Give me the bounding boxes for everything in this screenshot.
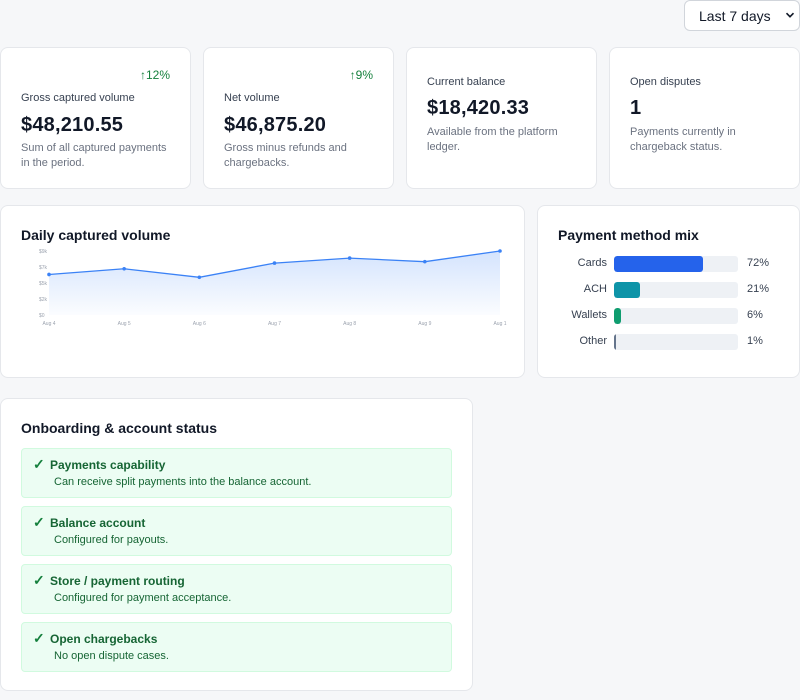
daily-volume-title: Daily captured volume [21, 227, 171, 243]
kpi-card-current-balance: Current balance $18,420.33 Available fro… [406, 47, 597, 189]
x-tick-label: Aug 6 [193, 321, 206, 327]
y-tick-label: $2k [39, 297, 48, 303]
kpi-value: 1 [630, 97, 642, 119]
kpi-value: $46,875.20 [224, 114, 327, 136]
kpi-description: Available from the platform ledger. [427, 126, 558, 153]
kpi-label: Net volume [224, 92, 280, 104]
chevron-down-icon [785, 12, 795, 18]
mix-percent: 72% [747, 257, 770, 269]
payment-mix-card: Payment method mix Cards 72% ACH 21% Wal… [537, 205, 800, 378]
kpi-card-gross-volume: ↑12% Gross captured volume $48,210.55 Su… [0, 47, 191, 189]
x-tick-label: Aug 7 [268, 321, 281, 327]
mix-bar-track [614, 334, 738, 350]
status-title: Open chargebacks [50, 632, 158, 646]
status-description: Can receive split payments into the bala… [54, 476, 312, 488]
kpi-value: $18,420.33 [427, 97, 530, 119]
kpi-description: Sum of all captured payments in the peri… [21, 142, 167, 169]
area-fill [49, 251, 500, 315]
payment-mix-title: Payment method mix [558, 227, 699, 243]
status-title: Payments capability [50, 458, 166, 472]
mix-percent: 6% [747, 309, 763, 321]
mix-label: ACH [583, 283, 607, 295]
status-title: Store / payment routing [50, 574, 185, 588]
kpi-trend: ↑9% [349, 68, 373, 82]
mix-label: Other [579, 335, 607, 347]
data-point [47, 272, 51, 277]
mix-bar-fill [614, 256, 704, 272]
mix-bar-fill [614, 282, 641, 298]
mix-bar-fill [614, 308, 622, 324]
kpi-card-open-disputes: Open disputes 1 Payments currently in ch… [609, 47, 800, 189]
status-description: No open dispute cases. [54, 650, 169, 662]
status-title: Balance account [50, 516, 146, 530]
x-tick-label: Aug 5 [118, 321, 131, 327]
daily-volume-card: Daily captured volume $0 $2k $5k $7k $9k Aug … [0, 205, 525, 378]
onboarding-title: Onboarding & account status [21, 420, 218, 436]
data-point [122, 266, 126, 271]
mix-row-ach: ACH 21% [558, 282, 779, 298]
data-point [272, 261, 277, 265]
kpi-card-net-volume: ↑9% Net volume $46,875.20 Gross minus re… [203, 47, 394, 189]
mix-bar-track [614, 308, 738, 324]
kpi-label: Open disputes [630, 76, 701, 88]
kpi-label: Current balance [427, 76, 506, 88]
kpi-value: $48,210.55 [21, 114, 124, 136]
x-tick-label: Aug 1 [493, 321, 506, 327]
mix-bar-fill [614, 334, 616, 350]
kpi-description: Gross minus refunds and chargebacks. [224, 142, 347, 169]
mix-label: Wallets [571, 309, 607, 321]
status-item-store-routing: ✓ Store / payment routing Configured for… [21, 564, 452, 614]
x-tick-label: Aug 8 [343, 321, 356, 327]
x-tick-label: Aug 4 [42, 321, 55, 327]
data-point [347, 256, 352, 260]
mix-bar-track [614, 256, 738, 272]
mix-bar-track [614, 282, 738, 298]
mix-row-wallets: Wallets 6% [558, 308, 779, 324]
mix-percent: 1% [747, 335, 763, 347]
y-tick-label: $5k [39, 281, 48, 287]
mix-label: Cards [577, 257, 607, 269]
y-tick-label: $7k [39, 265, 48, 271]
check-icon: ✓ [33, 514, 45, 530]
status-description: Configured for payouts. [54, 534, 169, 546]
status-item-open-chargebacks: ✓ Open chargebacks No open dispute cases… [21, 622, 452, 672]
status-item-payments-capability: ✓ Payments capability Can receive split … [21, 448, 452, 498]
mix-row-other: Other 1% [558, 334, 779, 350]
check-icon: ✓ [33, 630, 45, 646]
check-icon: ✓ [33, 572, 45, 588]
mix-percent: 21% [747, 283, 770, 295]
date-range-value: Last 7 days [699, 7, 771, 24]
status-item-balance-account: ✓ Balance account Configured for payouts… [21, 506, 452, 556]
daily-volume-chart: $0 $2k $5k $7k $9k Aug 4 Aug 5 Aug 6 Aug 7 Aug 8 A… [39, 249, 507, 327]
kpi-trend: ↑12% [139, 68, 170, 82]
data-point [498, 249, 502, 253]
mix-row-cards: Cards 72% [558, 256, 779, 272]
data-point [423, 259, 427, 264]
y-tick-label: $0 [39, 313, 45, 319]
data-point [197, 275, 202, 280]
kpi-label: Gross captured volume [21, 92, 135, 104]
y-tick-label: $9k [39, 249, 48, 255]
kpi-description: Payments currently in chargeback status. [630, 126, 736, 153]
check-icon: ✓ [33, 456, 45, 472]
status-description: Configured for payment acceptance. [54, 592, 232, 604]
x-tick-label: Aug 9 [418, 321, 431, 327]
onboarding-card: Onboarding & account status ✓ Payments c… [0, 398, 473, 691]
date-range-select[interactable]: Last 7 days [684, 0, 800, 31]
